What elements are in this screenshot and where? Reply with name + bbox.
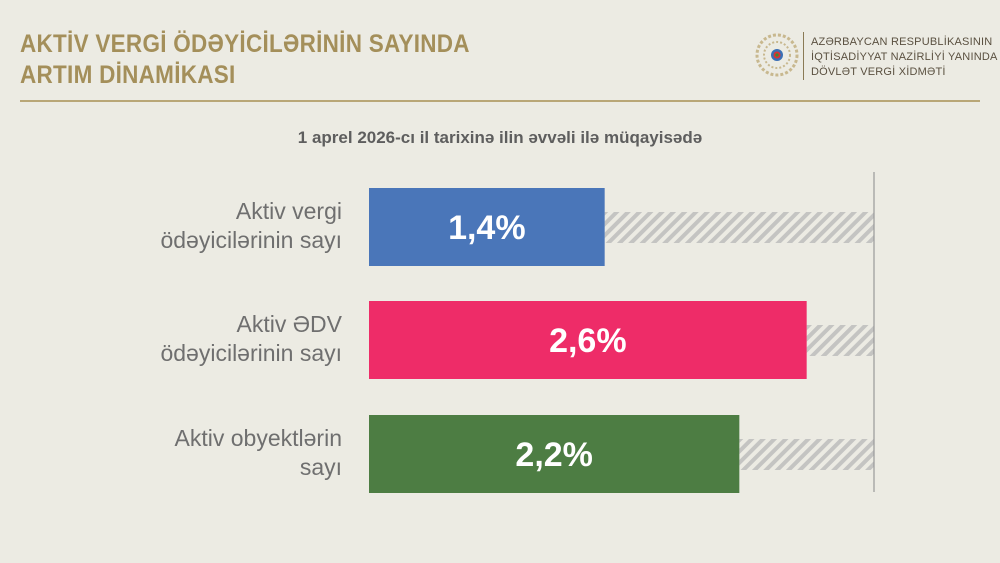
bar-remainder [604,212,874,243]
category-label: Aktiv ƏDV ödəyicilərinin sayı [82,310,342,368]
org-line-1: AZƏRBAYCAN RESPUBLİKASININ [811,36,993,48]
logo-divider [803,32,804,80]
org-line-3: DÖVLƏT VERGİ XİDMƏTİ [811,66,946,78]
chart-title: 1 aprel 2026-cı il tarixinə ilin əvvəli … [297,128,703,147]
category-label-line: ödəyicilərinin sayı [160,227,342,253]
category-label-line: Aktiv ƏDV [236,311,343,337]
category-label-line: Aktiv vergi [235,198,342,224]
category-label: Aktiv obyektlərin sayı [82,424,342,482]
category-label: Aktiv vergi ödəyicilərinin sayı [82,197,342,255]
header-divider [20,100,980,102]
bar-remainder [739,439,874,470]
data-label: 2,6% [549,322,627,360]
bar-remainder [806,325,874,356]
category-label-line: Aktiv obyektlərin [174,425,342,451]
page-title: AKTİV VERGİ ÖDƏYİCİLƏRİNİN SAYINDA ARTIM… [20,29,470,91]
state-tax-service-emblem-icon [755,33,799,77]
title-line-1: AKTİV VERGİ ÖDƏYİCİLƏRİNİN SAYINDA [20,30,470,58]
bar [369,415,740,493]
bar [369,188,605,266]
title-line-2: ARTIM DİNAMİKASI [20,61,236,89]
organization-name: AZƏRBAYCAN RESPUBLİKASININ İQTİSADİYYAT … [811,35,998,80]
bar [369,301,807,379]
org-line-2: İQTİSADİYYAT NAZİRLİYİ YANINDA [811,51,998,63]
data-label: 2,2% [515,436,593,474]
category-label-line: ödəyicilərinin sayı [160,340,342,366]
data-label: 1,4% [448,209,526,247]
category-label-line: sayı [299,454,342,480]
